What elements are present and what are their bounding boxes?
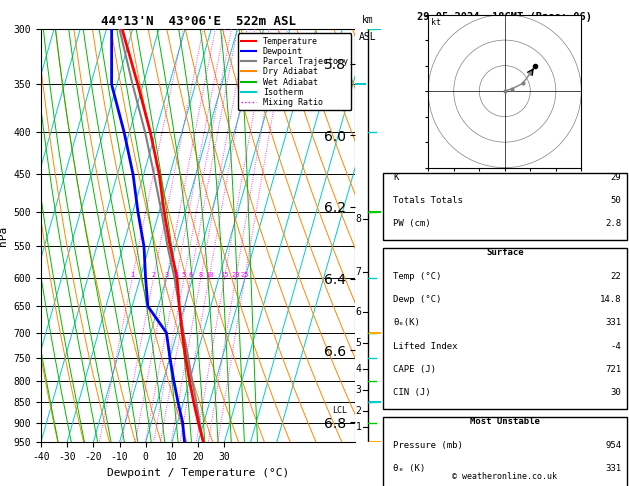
Text: 2: 2 (152, 272, 155, 278)
Text: 2: 2 (356, 406, 362, 416)
Text: 8: 8 (356, 214, 362, 225)
Text: 15: 15 (220, 272, 229, 278)
Text: Pressure (mb): Pressure (mb) (393, 441, 463, 450)
Text: 1: 1 (130, 272, 135, 278)
Text: 29.05.2024  18GMT (Base: 06): 29.05.2024 18GMT (Base: 06) (417, 12, 593, 22)
Text: 50: 50 (611, 196, 621, 205)
Text: ASL: ASL (359, 32, 377, 42)
Text: 954: 954 (606, 441, 621, 450)
X-axis label: Dewpoint / Temperature (°C): Dewpoint / Temperature (°C) (107, 468, 289, 478)
Text: 25: 25 (240, 272, 249, 278)
Text: Surface: Surface (486, 248, 523, 258)
Text: 30: 30 (611, 388, 621, 398)
Text: 1: 1 (356, 422, 362, 432)
Text: 14.8: 14.8 (600, 295, 621, 304)
Text: 4: 4 (174, 272, 179, 278)
Text: CAPE (J): CAPE (J) (393, 365, 436, 374)
Text: PW (cm): PW (cm) (393, 219, 431, 228)
Text: 6: 6 (356, 307, 362, 317)
Legend: Temperature, Dewpoint, Parcel Trajectory, Dry Adiabat, Wet Adiabat, Isotherm, Mi: Temperature, Dewpoint, Parcel Trajectory… (238, 34, 351, 110)
Text: θₑ (K): θₑ (K) (393, 464, 425, 473)
Text: 3: 3 (356, 384, 362, 395)
Text: 10: 10 (205, 272, 213, 278)
Text: 2.8: 2.8 (606, 219, 621, 228)
Y-axis label: hPa: hPa (0, 226, 8, 246)
Text: 721: 721 (606, 365, 621, 374)
Text: km: km (362, 15, 374, 25)
Text: Most Unstable: Most Unstable (470, 417, 540, 427)
Text: LCL: LCL (333, 406, 347, 415)
Text: 20: 20 (231, 272, 240, 278)
Text: θₑ(K): θₑ(K) (393, 318, 420, 328)
Text: 8: 8 (199, 272, 203, 278)
Text: Temp (°C): Temp (°C) (393, 272, 442, 281)
Text: 4: 4 (356, 364, 362, 374)
Text: Dewp (°C): Dewp (°C) (393, 295, 442, 304)
Text: -4: -4 (611, 342, 621, 351)
Text: 331: 331 (606, 318, 621, 328)
Text: 6: 6 (188, 272, 192, 278)
Text: 7: 7 (356, 266, 362, 277)
Text: Totals Totals: Totals Totals (393, 196, 463, 205)
Bar (383, 173, 626, 240)
Text: 331: 331 (606, 464, 621, 473)
Bar (383, 417, 626, 486)
Text: 5: 5 (356, 338, 362, 348)
Text: Lifted Index: Lifted Index (393, 342, 457, 351)
Text: 3: 3 (165, 272, 169, 278)
Text: K: K (393, 173, 398, 182)
Text: CIN (J): CIN (J) (393, 388, 431, 398)
Text: 5: 5 (182, 272, 186, 278)
Text: © weatheronline.co.uk: © weatheronline.co.uk (452, 472, 557, 481)
Text: 29: 29 (611, 173, 621, 182)
Text: 22: 22 (611, 272, 621, 281)
Bar (383, 248, 626, 409)
Title: 44°13'N  43°06'E  522m ASL: 44°13'N 43°06'E 522m ASL (101, 15, 296, 28)
